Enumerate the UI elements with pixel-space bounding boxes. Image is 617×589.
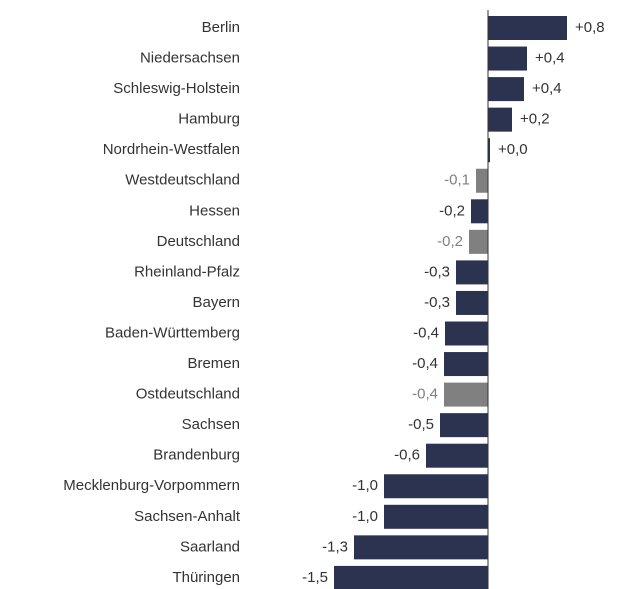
bar [444, 382, 488, 407]
value-label: -0,4 [412, 386, 438, 403]
bar [469, 229, 488, 254]
category-label: Mecklenburg-Vorpommern [63, 477, 240, 494]
value-label: -0,2 [437, 233, 463, 250]
category-label: Hamburg [178, 111, 240, 128]
bar [456, 260, 488, 285]
bar [488, 16, 567, 40]
bar [444, 352, 488, 377]
value-label: -0,6 [394, 447, 420, 464]
category-label: Baden-Württemberg [105, 324, 240, 341]
value-label: -0,5 [408, 416, 434, 433]
category-label: Saarland [180, 538, 240, 555]
bar [488, 138, 490, 163]
category-label: Bayern [192, 294, 240, 311]
value-label: -0,4 [413, 324, 439, 341]
value-label: +0,0 [498, 141, 528, 158]
bar [384, 474, 488, 499]
value-label: +0,8 [575, 19, 605, 36]
bar [384, 504, 488, 529]
value-label: -1,0 [352, 508, 378, 525]
bar [334, 565, 488, 589]
value-label: +0,4 [535, 50, 565, 67]
category-label: Sachsen-Anhalt [134, 508, 241, 525]
value-label: +0,4 [532, 80, 562, 97]
category-label: Berlin [202, 19, 240, 36]
value-label: -1,3 [322, 538, 348, 555]
category-label: Hessen [189, 202, 240, 219]
value-label: +0,2 [520, 111, 550, 128]
value-label: -0,1 [444, 172, 470, 189]
category-label: Sachsen [182, 416, 240, 433]
bar [476, 168, 488, 193]
bar [488, 107, 512, 132]
value-label: -0,3 [424, 263, 450, 280]
value-label: -1,5 [302, 569, 328, 586]
bar [456, 290, 488, 315]
bar [445, 321, 488, 346]
value-label: -0,3 [424, 294, 450, 311]
bar [426, 443, 488, 468]
category-label: Deutschland [157, 233, 240, 250]
category-label: Schleswig-Holstein [113, 80, 240, 97]
value-label: -0,4 [412, 355, 438, 372]
bar [471, 199, 488, 224]
value-label: -0,2 [439, 202, 465, 219]
bar [354, 535, 488, 560]
category-label: Rheinland-Pfalz [134, 263, 240, 280]
category-label: Bremen [187, 355, 240, 372]
category-label: Niedersachsen [140, 50, 240, 67]
category-label: Westdeutschland [125, 172, 240, 189]
category-label: Ostdeutschland [136, 386, 240, 403]
value-label: -1,0 [352, 477, 378, 494]
category-label: Brandenburg [153, 447, 240, 464]
bar [488, 46, 527, 71]
category-label: Thüringen [172, 569, 240, 586]
category-label: Nordrhein-Westfalen [103, 141, 240, 158]
bar [440, 413, 488, 438]
bar [488, 77, 524, 102]
